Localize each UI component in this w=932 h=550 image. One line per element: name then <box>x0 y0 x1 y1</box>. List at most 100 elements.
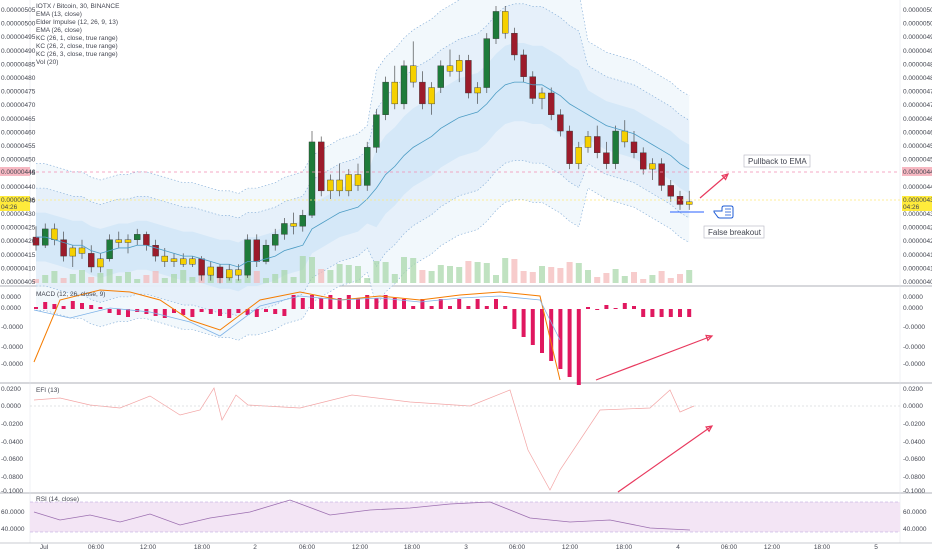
macd-tick-right: 0.0000 <box>903 305 923 312</box>
candle-body <box>235 269 242 276</box>
volume-bar <box>318 269 325 283</box>
candle-body <box>281 223 288 235</box>
macd-bar <box>319 298 324 309</box>
volume-bar <box>410 258 417 283</box>
macd-bar <box>254 309 259 317</box>
macd-arrow <box>595 335 713 381</box>
candle-body <box>612 130 619 164</box>
price-tick-left: 0.00000410 <box>1 265 36 272</box>
volume-bar <box>575 263 582 283</box>
macd-bar <box>494 299 498 309</box>
efi-arrow-head <box>705 425 714 433</box>
rsi-band <box>30 502 900 532</box>
volume-bar <box>612 269 619 283</box>
volume-bar <box>465 261 472 283</box>
candle-body <box>272 234 279 246</box>
price-tick-left: 0.00000505 <box>1 7 36 14</box>
price-tick-left: 0.00000430 <box>1 211 36 218</box>
macd-bar <box>503 306 508 309</box>
macd-bar <box>549 309 554 361</box>
efi-pane-title: EFI (13) <box>36 387 59 394</box>
candle-body <box>170 258 178 262</box>
price-arrow <box>699 173 729 199</box>
macd-bar <box>687 309 692 317</box>
legend-kc1: KC (26, 1, close, true range) <box>36 35 118 42</box>
macd-bar <box>392 298 397 309</box>
time-tick: 12:00 <box>352 544 369 550</box>
efi-tick-right: -0.0200 <box>903 421 925 428</box>
volume-bar <box>520 271 527 283</box>
marker-level-right: 0.00000446 <box>903 169 932 176</box>
macd-bar <box>383 295 388 309</box>
macd-bar <box>153 309 158 316</box>
volume-bar <box>557 268 564 283</box>
volume-bar <box>189 277 196 283</box>
volume-bar <box>658 271 665 283</box>
candle-body <box>391 81 398 105</box>
macd-bar <box>126 309 130 317</box>
candle-body <box>133 234 141 240</box>
rsi-pane-title: RSI (14, close) <box>36 496 79 503</box>
macd-bar <box>227 309 232 318</box>
rsi-tick-right: 40.0000 <box>903 526 927 533</box>
efi-tick-right: -0.0400 <box>903 439 925 446</box>
candle-body <box>244 239 251 276</box>
candle-body <box>410 65 417 83</box>
efi-tick-right: -0.0800 <box>903 474 925 481</box>
price-tick-left: 0.00000485 <box>1 61 36 68</box>
current-price-right: 0.00000436 <box>903 197 932 204</box>
candle-body <box>649 163 656 170</box>
macd-bar <box>218 309 222 316</box>
volume-bar <box>502 258 509 283</box>
volume-bar <box>180 270 187 283</box>
macd-bar <box>402 299 406 309</box>
time-tick: 12:00 <box>764 544 781 550</box>
price-tick-left: 0.00000440 <box>1 184 36 191</box>
candle-body <box>640 152 647 170</box>
price-tick-left: 0.00000500 <box>1 21 36 28</box>
volume-bar <box>456 267 463 283</box>
macd-bar <box>411 306 416 309</box>
volume-bar <box>235 279 242 283</box>
keltner-band-fill <box>36 42 690 292</box>
time-tick: 18:00 <box>194 544 211 550</box>
volume-bar <box>401 257 407 283</box>
volume-bar <box>345 265 352 283</box>
chart-legend[interactable]: IOTX / Bitcoin, 30, BINANCE EMA (13, clo… <box>36 3 120 66</box>
volume-bar <box>511 259 518 283</box>
volume-bar <box>299 256 306 283</box>
macd-tick-left: 0.0000 <box>1 294 21 301</box>
candle-body <box>686 201 693 205</box>
macd-bar <box>595 309 600 310</box>
false-breakout-label: False breakout <box>708 228 762 237</box>
macd-bar <box>52 304 57 309</box>
candle-body <box>179 258 187 265</box>
price-tick-right: 0.00000480 <box>903 75 932 82</box>
macd-bar <box>484 306 489 309</box>
candle-body <box>538 92 546 99</box>
macd-histogram <box>34 295 692 385</box>
false-breakout-annotation[interactable]: False breakout <box>703 225 765 239</box>
current-price-tag: 0.00000436 04:26 0.00000436 04:26 <box>0 196 932 211</box>
time-tick: 18:00 <box>616 544 633 550</box>
price-arrow-head <box>721 173 730 181</box>
macd-bar <box>466 306 471 309</box>
price-tick-right: 0.00000405 <box>903 279 932 286</box>
time-tick: 18:00 <box>404 544 421 550</box>
price-tick-right: 0.00000505 <box>903 7 932 14</box>
macd-bar <box>576 309 581 385</box>
macd-bar <box>512 309 517 329</box>
keltner-channel-bands <box>36 0 690 341</box>
pullback-annotation[interactable]: Pullback to EMA <box>743 154 811 168</box>
volume-bars <box>33 256 693 283</box>
macd-bar <box>586 307 590 309</box>
candle-body <box>584 136 592 148</box>
price-tick-left: 0.00000495 <box>1 34 36 41</box>
candle-body <box>483 38 490 88</box>
rsi-tick-left: 60.0000 <box>1 509 25 516</box>
macd-bar <box>282 309 287 316</box>
volume-bar <box>640 279 647 283</box>
candle-body <box>124 239 132 243</box>
volume-bar <box>244 275 251 283</box>
